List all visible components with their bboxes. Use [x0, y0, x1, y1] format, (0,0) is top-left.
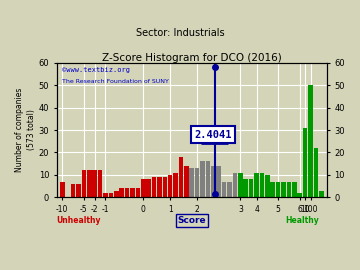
Bar — [125, 188, 129, 197]
Bar — [238, 173, 243, 197]
Bar — [92, 170, 97, 197]
Bar — [173, 173, 178, 197]
Bar — [152, 177, 156, 197]
Bar — [308, 85, 313, 197]
Bar — [319, 191, 324, 197]
Bar — [184, 166, 189, 197]
Text: ©www.textbiz.org: ©www.textbiz.org — [62, 67, 130, 73]
Bar — [206, 161, 210, 197]
Text: Sector: Industrials: Sector: Industrials — [136, 28, 224, 38]
Bar — [168, 175, 172, 197]
Bar — [281, 182, 286, 197]
Bar — [222, 182, 226, 197]
Bar — [114, 191, 118, 197]
Bar — [265, 175, 270, 197]
Text: Unhealthy: Unhealthy — [56, 216, 101, 225]
Bar — [189, 168, 194, 197]
Bar — [76, 184, 81, 197]
Bar — [297, 193, 302, 197]
Bar — [135, 188, 140, 197]
Bar — [211, 166, 216, 197]
Bar — [103, 193, 108, 197]
Bar — [233, 173, 237, 197]
Bar — [200, 161, 205, 197]
Bar — [108, 193, 113, 197]
Bar — [87, 170, 91, 197]
Bar — [216, 166, 221, 197]
Title: Z-Score Histogram for DCO (2016): Z-Score Histogram for DCO (2016) — [102, 53, 282, 63]
Bar — [249, 179, 253, 197]
Bar — [119, 188, 124, 197]
Bar — [243, 179, 248, 197]
Bar — [130, 188, 135, 197]
Bar — [146, 179, 151, 197]
Bar — [71, 184, 75, 197]
Bar — [303, 128, 307, 197]
Bar — [314, 148, 318, 197]
Text: The Research Foundation of SUNY: The Research Foundation of SUNY — [62, 79, 169, 84]
Bar — [179, 157, 183, 197]
Bar — [287, 182, 291, 197]
Bar — [254, 173, 259, 197]
Bar — [162, 177, 167, 197]
Bar — [270, 182, 275, 197]
Bar — [60, 182, 64, 197]
Bar — [260, 173, 264, 197]
Bar — [292, 182, 297, 197]
Y-axis label: Number of companies
(573 total): Number of companies (573 total) — [15, 88, 36, 172]
Bar — [276, 182, 280, 197]
Bar — [195, 168, 199, 197]
Text: 2.4041: 2.4041 — [194, 130, 232, 140]
Bar — [157, 177, 162, 197]
Bar — [98, 170, 102, 197]
Text: Score: Score — [177, 216, 206, 225]
Bar — [141, 179, 145, 197]
Bar — [81, 170, 86, 197]
Text: Healthy: Healthy — [285, 216, 319, 225]
Bar — [227, 182, 232, 197]
